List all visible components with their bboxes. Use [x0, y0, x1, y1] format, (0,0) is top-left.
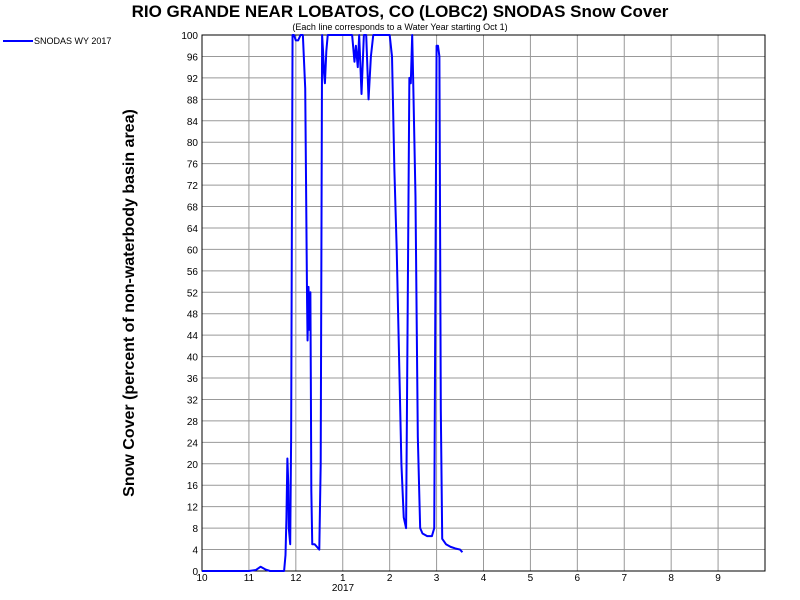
y-tick-label: 16: [187, 481, 199, 492]
x-tick-label: 3: [434, 573, 440, 584]
x-axis-year-label: 2017: [332, 583, 355, 594]
x-tick-label: 10: [196, 573, 208, 584]
legend: SNODAS WY 2017: [3, 36, 111, 46]
y-tick-label: 40: [187, 353, 199, 364]
x-tick-label: 8: [668, 573, 674, 584]
x-tick-label: 12: [290, 573, 302, 584]
series-layer: [202, 34, 464, 572]
plot-area-border: [201, 34, 766, 572]
y-tick-label: 24: [187, 438, 199, 449]
x-tick-label: 4: [481, 573, 487, 584]
y-tick-label: 20: [187, 460, 199, 471]
y-tick-label: 64: [187, 224, 199, 235]
x-tick-label: 2: [387, 573, 393, 584]
chart-subtitle: (Each line corresponds to a Water Year s…: [292, 22, 507, 32]
y-tick-label: 72: [187, 181, 199, 192]
y-tick-label: 4: [192, 546, 198, 557]
y-tick-label: 36: [187, 374, 199, 385]
legend-label: SNODAS WY 2017: [34, 36, 111, 46]
x-tick-label: 11: [244, 573, 255, 584]
x-tick-label: 5: [528, 573, 534, 584]
y-tick-label: 84: [187, 117, 199, 128]
y-tick-label: 88: [187, 95, 199, 106]
y-tick-label: 32: [187, 395, 199, 406]
y-tick-label: 44: [187, 331, 199, 342]
y-tick-label: 96: [187, 52, 199, 63]
y-tick-label: 56: [187, 267, 199, 278]
y-tick-label: 48: [187, 310, 199, 321]
y-tick-label: 8: [192, 524, 198, 535]
y-tick-label: 92: [187, 74, 199, 85]
y-tick-label: 68: [187, 203, 199, 214]
y-tick-label: 80: [187, 138, 199, 149]
x-tick-label: 7: [621, 573, 627, 584]
y-axis-ticks: 0481216202428323640444852566064687276808…: [181, 31, 198, 578]
series-line-0: [202, 34, 464, 572]
y-tick-label: 76: [187, 160, 199, 171]
y-tick-label: 60: [187, 245, 199, 256]
chart-title: RIO GRANDE NEAR LOBATOS, CO (LOBC2) SNOD…: [132, 2, 669, 21]
y-tick-label: 28: [187, 417, 199, 428]
x-tick-label: 1: [340, 573, 346, 584]
y-tick-label: 0: [192, 567, 198, 578]
y-tick-label: 12: [187, 503, 199, 514]
x-tick-label: 9: [715, 573, 721, 584]
y-axis-label: Snow Cover (percent of non-waterbody bas…: [121, 109, 138, 497]
x-tick-label: 6: [575, 573, 581, 584]
y-tick-label: 52: [187, 288, 199, 299]
grid: [202, 35, 765, 571]
x-axis-ticks: 10 11 12 1 2 3 4 5 6 7 8 9: [196, 573, 721, 584]
y-tick-label: 100: [181, 31, 198, 42]
